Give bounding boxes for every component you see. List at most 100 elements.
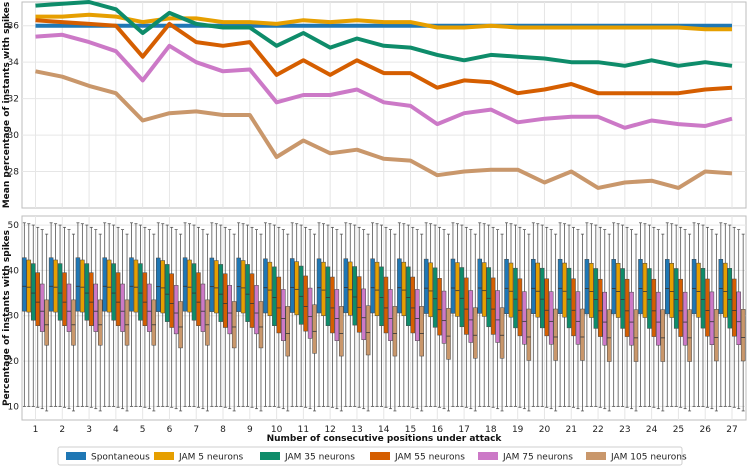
box-body bbox=[348, 261, 353, 316]
box-body bbox=[321, 261, 326, 316]
box-spontaneous-11 bbox=[289, 222, 295, 407]
box-body bbox=[298, 265, 304, 325]
box-body bbox=[35, 272, 40, 326]
box-body bbox=[464, 277, 469, 335]
box-jam-55-neurons-2 bbox=[62, 226, 67, 408]
box-jam-35-neurons-6 bbox=[164, 224, 170, 407]
box-body bbox=[361, 288, 366, 341]
box-spontaneous-7 bbox=[182, 222, 188, 407]
box-body bbox=[553, 308, 558, 361]
box-body bbox=[517, 278, 523, 337]
box-jam-75-neurons-9 bbox=[254, 229, 259, 410]
box-spontaneous-4 bbox=[102, 222, 107, 407]
box-body bbox=[450, 258, 456, 314]
box-body bbox=[75, 257, 81, 312]
top-y-tick-label: 34 bbox=[8, 58, 20, 68]
box-body bbox=[124, 299, 130, 346]
box-jam-105-neurons-22 bbox=[606, 233, 612, 412]
box-spontaneous-19 bbox=[504, 222, 509, 407]
legend-swatch bbox=[478, 452, 498, 460]
box-body bbox=[267, 261, 273, 316]
box-body bbox=[615, 262, 621, 318]
x-tick-label: 19 bbox=[512, 425, 524, 435]
box-body bbox=[611, 259, 616, 315]
box-jam-5-neurons-16 bbox=[428, 223, 433, 407]
box-body bbox=[419, 306, 424, 357]
box-jam-5-neurons-3 bbox=[80, 223, 85, 407]
box-body bbox=[111, 263, 116, 321]
box-body bbox=[709, 291, 715, 345]
box-body bbox=[392, 306, 398, 357]
box-body bbox=[316, 258, 322, 314]
box-jam-5-neurons-19 bbox=[508, 223, 514, 407]
box-body bbox=[66, 283, 72, 332]
box-jam-35-neurons-8 bbox=[218, 224, 224, 407]
legend-item-jam-75-neurons: JAM 75 neurons bbox=[478, 452, 573, 463]
box-jam-55-neurons-27 bbox=[731, 226, 737, 408]
box-jam-35-neurons-15 bbox=[406, 224, 411, 407]
top-y-tick-label: 30 bbox=[8, 131, 20, 141]
box-jam-75-neurons-13 bbox=[361, 229, 366, 410]
box-jam-5-neurons-24 bbox=[642, 223, 648, 407]
box-jam-105-neurons-27 bbox=[740, 233, 746, 412]
box-body bbox=[272, 266, 277, 326]
top-y-tick-label: 32 bbox=[8, 95, 19, 105]
box-jam-75-neurons-19 bbox=[522, 229, 527, 410]
box-body bbox=[437, 278, 442, 336]
box-body bbox=[602, 291, 608, 346]
box-jam-55-neurons-10 bbox=[276, 226, 282, 408]
box-body bbox=[388, 289, 393, 341]
x-tick-label: 15 bbox=[405, 425, 416, 435]
box-jam-75-neurons-12 bbox=[334, 229, 340, 410]
box-body bbox=[71, 299, 76, 346]
box-jam-55-neurons-12 bbox=[330, 226, 335, 408]
box-jam-55-neurons-3 bbox=[89, 226, 94, 408]
box-jam-35-neurons-5 bbox=[138, 224, 143, 407]
box-jam-35-neurons-7 bbox=[191, 224, 197, 407]
box-body bbox=[84, 263, 90, 321]
box-jam-35-neurons-20 bbox=[539, 224, 545, 407]
box-jam-75-neurons-14 bbox=[388, 229, 393, 410]
box-jam-105-neurons-14 bbox=[392, 233, 398, 412]
box-body bbox=[606, 309, 612, 362]
legend-swatch bbox=[586, 452, 606, 460]
box-body bbox=[562, 262, 567, 318]
box-jam-55-neurons-4 bbox=[115, 226, 121, 408]
box-jam-5-neurons-5 bbox=[133, 223, 139, 407]
box-jam-5-neurons-15 bbox=[401, 223, 407, 407]
box-body bbox=[129, 257, 134, 312]
box-jam-105-neurons-2 bbox=[71, 233, 76, 412]
x-tick-label: 11 bbox=[298, 425, 309, 435]
box-body bbox=[682, 291, 688, 346]
line-series-jam-105-neurons bbox=[35, 69, 733, 190]
box-jam-75-neurons-2 bbox=[66, 229, 72, 410]
box-jam-75-neurons-22 bbox=[602, 229, 608, 410]
box-body bbox=[557, 258, 563, 314]
line-series-jam-55-neurons bbox=[35, 18, 733, 96]
box-jam-55-neurons-5 bbox=[142, 226, 148, 408]
box-jam-105-neurons-19 bbox=[526, 233, 532, 412]
box-body bbox=[285, 306, 291, 357]
box-spontaneous-21 bbox=[557, 222, 563, 407]
box-jam-35-neurons-18 bbox=[486, 224, 491, 407]
box-jam-5-neurons-14 bbox=[374, 223, 380, 407]
box-body bbox=[580, 308, 585, 361]
box-jam-35-neurons-21 bbox=[566, 224, 572, 407]
box-body bbox=[620, 268, 625, 329]
box-jam-75-neurons-5 bbox=[147, 229, 152, 410]
box-jam-55-neurons-7 bbox=[196, 226, 201, 408]
box-body bbox=[307, 287, 313, 339]
box-body bbox=[80, 259, 85, 313]
box-body bbox=[459, 267, 465, 328]
box-jam-5-neurons-25 bbox=[669, 223, 674, 407]
box-body bbox=[151, 299, 157, 346]
box-spontaneous-23 bbox=[611, 222, 616, 407]
line-series-jam-75-neurons bbox=[35, 32, 733, 130]
box-jam-105-neurons-11 bbox=[312, 233, 317, 412]
box-jam-55-neurons-11 bbox=[303, 226, 308, 408]
box-body bbox=[414, 289, 420, 341]
box-body bbox=[294, 261, 299, 316]
box-body bbox=[736, 291, 741, 345]
box-spontaneous-18 bbox=[477, 222, 482, 407]
legend-label: JAM 5 neurons bbox=[178, 453, 244, 463]
